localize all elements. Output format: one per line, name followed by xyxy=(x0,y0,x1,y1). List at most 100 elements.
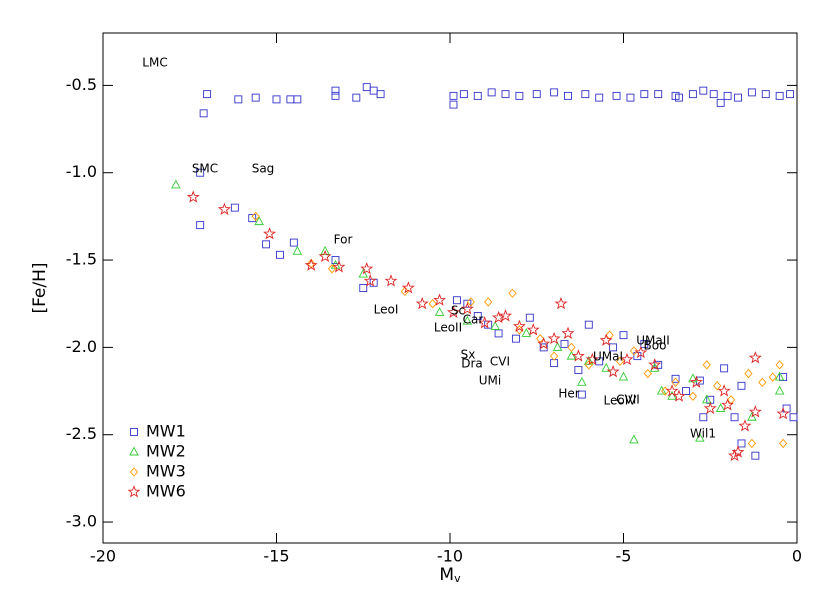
point xyxy=(779,438,788,449)
y-tick-label: -2.5 xyxy=(66,424,97,443)
point xyxy=(554,296,568,310)
point xyxy=(738,419,752,432)
point xyxy=(521,327,532,337)
point xyxy=(254,216,264,226)
point xyxy=(786,90,795,99)
point xyxy=(774,385,785,395)
point xyxy=(376,90,385,99)
point xyxy=(331,91,340,100)
point xyxy=(761,90,770,99)
point xyxy=(640,90,649,99)
point xyxy=(203,90,212,99)
point xyxy=(605,330,614,340)
point xyxy=(758,377,767,387)
point xyxy=(251,211,260,222)
point xyxy=(619,331,628,340)
point xyxy=(671,374,680,383)
legend-marker xyxy=(129,446,139,456)
point xyxy=(723,91,732,100)
point xyxy=(525,313,534,322)
point xyxy=(726,395,736,405)
point xyxy=(654,90,663,99)
point xyxy=(748,351,762,364)
point xyxy=(473,311,482,320)
point xyxy=(748,405,762,418)
point xyxy=(751,451,760,460)
point xyxy=(272,95,281,104)
point xyxy=(262,240,271,249)
point xyxy=(552,341,563,351)
point xyxy=(577,376,587,386)
point xyxy=(737,439,746,448)
point xyxy=(682,387,690,395)
galaxy-label: LeoIV xyxy=(604,394,638,408)
point xyxy=(585,352,599,366)
galaxy-label: Wil1 xyxy=(690,427,716,441)
point xyxy=(508,288,517,298)
y-tick-label: -2.0 xyxy=(66,337,97,356)
point xyxy=(415,296,429,310)
point xyxy=(400,286,409,297)
point xyxy=(352,93,361,102)
point xyxy=(564,91,572,100)
point xyxy=(304,258,318,271)
point xyxy=(606,364,620,378)
point xyxy=(615,356,625,367)
point xyxy=(234,95,243,104)
point xyxy=(369,86,378,95)
point xyxy=(776,407,790,420)
point xyxy=(446,305,460,318)
point xyxy=(332,260,346,273)
point xyxy=(584,360,593,370)
point xyxy=(401,281,415,294)
point xyxy=(774,371,785,381)
point xyxy=(449,91,458,100)
legend-label: MW3 xyxy=(146,462,186,481)
y-axis-label: [Fe/H] xyxy=(30,262,50,313)
point xyxy=(595,93,604,102)
point xyxy=(715,403,726,412)
point xyxy=(577,390,586,399)
point xyxy=(566,350,577,360)
legend-marker xyxy=(130,428,138,436)
legend-marker xyxy=(129,467,139,477)
galaxy-label: LeoII xyxy=(434,321,462,335)
point xyxy=(248,214,257,223)
point xyxy=(688,391,697,401)
galaxy-label: Sc xyxy=(451,304,465,318)
legend-label: MW6 xyxy=(146,482,186,501)
point xyxy=(320,245,330,255)
point xyxy=(199,109,208,118)
point xyxy=(640,339,649,348)
legend-label: MW1 xyxy=(146,422,186,441)
point xyxy=(665,384,679,397)
point xyxy=(643,368,652,379)
point xyxy=(515,91,524,100)
x-tick-label: -5 xyxy=(616,547,632,566)
point xyxy=(595,357,604,366)
point xyxy=(363,274,377,287)
point xyxy=(716,98,725,107)
point xyxy=(484,297,493,307)
point xyxy=(196,221,205,230)
point xyxy=(460,302,474,315)
point xyxy=(731,445,745,458)
point xyxy=(358,268,368,278)
point xyxy=(478,316,492,329)
point xyxy=(744,368,753,379)
point xyxy=(675,93,683,102)
point xyxy=(649,362,660,372)
point xyxy=(360,262,374,275)
galaxy-label: LMC xyxy=(142,56,167,70)
x-tick-label: -10 xyxy=(437,547,463,566)
point xyxy=(462,315,473,325)
galaxy-label: CVII xyxy=(616,393,640,407)
point xyxy=(560,339,569,348)
point xyxy=(318,249,332,263)
point xyxy=(648,357,662,371)
galaxy-label: Sx xyxy=(461,348,476,362)
point xyxy=(629,346,639,356)
point xyxy=(331,256,340,265)
point xyxy=(747,88,756,97)
